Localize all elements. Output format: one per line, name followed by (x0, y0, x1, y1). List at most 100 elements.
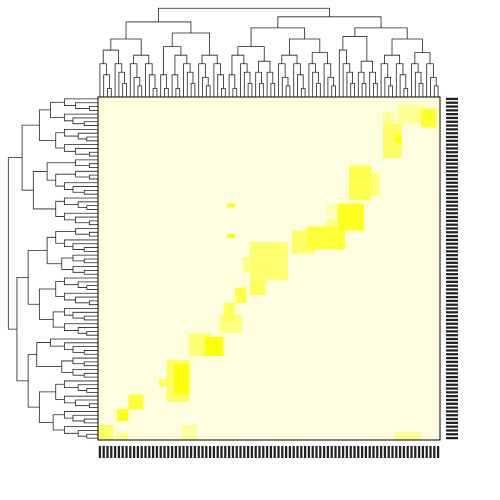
heatmap-cell (348, 207, 353, 212)
heatmap-cell (227, 310, 232, 315)
heatmap-cell (280, 253, 285, 258)
row-dendrogram-link (88, 106, 98, 111)
row-dendrogram-link (50, 101, 65, 118)
heatmap-cell (337, 226, 342, 231)
heatmap-cell (310, 230, 315, 235)
column-tick-label (163, 446, 166, 458)
heatmap-cell (272, 257, 277, 261)
heatmap-cell (356, 215, 361, 219)
heatmap-cell (390, 116, 395, 120)
heatmap-cell (261, 245, 266, 250)
column-tick-label (167, 446, 170, 458)
heatmap-cell (409, 436, 414, 441)
heatmap-cell (322, 230, 327, 235)
row-dendrogram-link (83, 372, 98, 378)
column-tick-label (330, 446, 333, 458)
heatmap-cell (234, 318, 239, 322)
heatmap-cell (367, 173, 372, 178)
heatmap-cell (356, 203, 361, 208)
heatmap-cell (390, 127, 395, 132)
heatmap-cell (299, 249, 304, 254)
heatmap-cell (417, 432, 422, 437)
column-dendrogram-link (350, 82, 355, 97)
row-dendrogram-link (32, 171, 56, 210)
heatmap-cell (261, 264, 266, 269)
heatmap-cell (223, 318, 228, 322)
heatmap-cell (280, 260, 285, 265)
row-tick-labels (446, 97, 458, 440)
heatmap-cell (326, 245, 330, 250)
heatmap-cell (193, 333, 197, 338)
heatmap-cell (185, 359, 190, 364)
heatmap-cell (352, 177, 357, 181)
heatmap-cell (337, 203, 342, 208)
row-tick-label (446, 292, 458, 295)
heatmap-cell (219, 352, 224, 357)
column-tick-label (345, 446, 349, 458)
column-dendrogram-link (99, 63, 107, 97)
heatmap-cell (166, 379, 171, 383)
heatmap-cell (189, 333, 194, 338)
row-dendrogram-link (55, 383, 65, 400)
heatmap-cell (413, 432, 418, 437)
column-dendrogram-link (164, 88, 169, 97)
heatmap-cell (231, 234, 235, 239)
heatmap-cell (177, 359, 182, 364)
heatmap-cell (360, 215, 365, 219)
heatmap-cell (189, 436, 194, 441)
heatmap-cell (193, 344, 197, 349)
heatmap-cell (193, 348, 197, 353)
heatmap-cell (276, 245, 281, 250)
heatmap-cell (402, 112, 406, 117)
heatmap-cell (269, 245, 273, 250)
heatmap-cell (383, 150, 387, 155)
heatmap-cell (128, 398, 133, 402)
row-tick-label (446, 173, 458, 177)
heatmap-cell (196, 344, 201, 349)
heatmap-cell (105, 436, 110, 441)
heatmap-cell (208, 352, 213, 357)
row-tick-label (446, 200, 458, 203)
column-dendrogram-link (118, 71, 125, 97)
row-tick-label (446, 402, 458, 405)
column-tick-label (155, 446, 159, 458)
column-dendrogram-link (250, 27, 306, 47)
column-tick-label (414, 446, 417, 458)
heatmap-cell (413, 104, 418, 109)
heatmap-cell (303, 249, 308, 254)
heatmap-cell (284, 264, 289, 269)
column-tick-label (349, 446, 352, 458)
heatmap-cell (189, 432, 194, 437)
heatmap-cell (337, 222, 342, 227)
heatmap-cell (352, 180, 357, 185)
column-dendrogram-link (158, 7, 330, 22)
heatmap-cell (276, 272, 281, 277)
heatmap-cell (398, 436, 403, 441)
row-tick-label (446, 436, 458, 440)
heatmap-cell (322, 245, 327, 250)
heatmap-cell (341, 226, 346, 231)
heatmap-cell (272, 272, 277, 277)
column-dendrogram-link (198, 63, 206, 97)
row-dendrogram-link (52, 414, 65, 431)
heatmap-cell (371, 188, 376, 193)
heatmap-cell (360, 218, 365, 223)
heatmap-cell (250, 264, 254, 269)
column-dendrogram-link (312, 71, 319, 97)
heatmap-cell (136, 401, 140, 406)
heatmap-cell (394, 135, 399, 139)
heatmap-cell (284, 249, 289, 254)
column-dendrogram-link (426, 63, 434, 97)
row-tick-label (446, 417, 458, 421)
column-tick-label (250, 446, 254, 458)
heatmap-cell (360, 203, 365, 208)
heatmap-cell (390, 138, 395, 143)
heatmap-cell (337, 230, 342, 235)
heatmap-cell (139, 398, 144, 402)
row-dendrogram-link (75, 170, 98, 178)
heatmap-cell (227, 203, 232, 208)
heatmap-cell (337, 211, 342, 216)
heatmap-cell (356, 180, 361, 185)
heatmap-cell (364, 173, 368, 178)
row-dendrogram-link (72, 369, 98, 376)
